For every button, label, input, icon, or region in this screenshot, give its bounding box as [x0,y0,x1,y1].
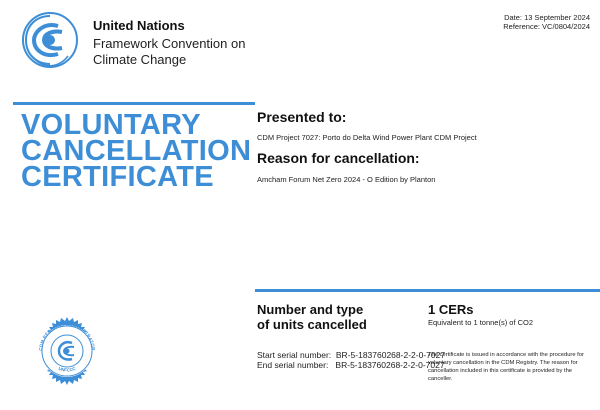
issuance-note: The certificate is issued in accordance … [428,352,584,382]
units-label: Number and type of units cancelled [257,302,367,332]
certificate-reference: Reference: VC/0804/2024 [503,22,590,31]
end-serial-number: End serial number: BR-5-183760268-2-2-0-… [257,360,445,370]
title-divider [13,102,255,105]
units-label-line2: of units cancelled [257,317,367,332]
svg-text:UNFCCC: UNFCCC [58,366,76,373]
title-line3: CERTIFICATE [21,161,214,193]
certificate-title: VOLUNTARY CANCELLATION CERTIFICATE [21,109,252,193]
seal-bottom-text: UNFCCC [58,366,76,373]
units-equivalent: Equivalent to 1 tonne(s) of CO2 [428,318,534,327]
org-subtitle-line2: Climate Change [93,52,187,67]
start-serial-number: Start serial number: BR-5-183760268-2-2-… [257,350,446,360]
presented-to-label: Presented to: [257,109,347,125]
certificate-date: Date: 13 September 2024 [504,13,590,22]
reason-value: Amcham Forum Net Zero 2024 - O Edition b… [257,175,436,184]
title-line1: VOLUNTARY [21,109,201,141]
presented-to-value: CDM Project 7027: Porto do Delta Wind Po… [257,133,477,142]
org-name: United Nations [93,18,185,33]
units-divider [255,289,600,292]
units-amount: 1 CERs [428,302,474,317]
units-label-line1: Number and type [257,302,364,317]
registry-seal-icon: CDM REGISTRY ADMINISTRATOR UNFCCC [38,317,96,385]
org-subtitle-line1: Framework Convention on [93,36,246,51]
unfccc-logo-icon [22,12,78,68]
reason-label: Reason for cancellation: [257,150,420,166]
title-line2: CANCELLATION [21,135,252,167]
